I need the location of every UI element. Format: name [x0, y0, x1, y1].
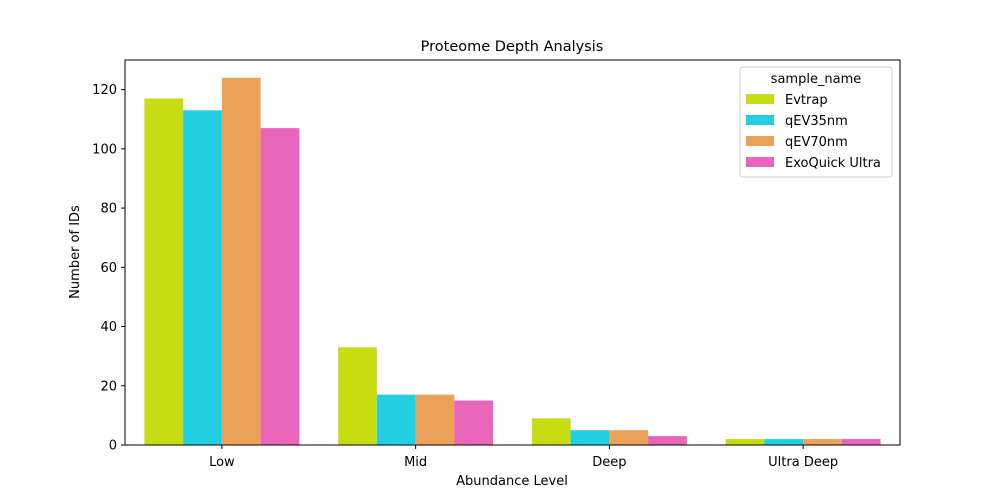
legend-label: Evtrap	[785, 93, 828, 108]
bar-ultra-deep-exoquick-ultra	[841, 439, 881, 445]
y-tick-label: 120	[92, 83, 117, 98]
y-tick-label: 0	[109, 439, 117, 454]
bar-low-evtrap	[144, 98, 184, 445]
legend: sample_name Evtrap qEV35nm qEV70nm ExoQuick…	[739, 66, 893, 178]
bar-low-qev35nm	[183, 110, 222, 445]
bar-deep-qev70nm	[609, 430, 649, 445]
y-tick-label: 60	[100, 261, 117, 276]
x-tick-label: Low	[209, 455, 235, 470]
x-tick-label: Mid	[404, 455, 427, 470]
bar-mid-evtrap	[338, 347, 377, 445]
chart-title: Proteome Depth Analysis	[421, 39, 604, 55]
x-axis: Low Mid Deep Ultra Deep	[209, 445, 838, 470]
y-axis-label: Number of IDs	[68, 205, 83, 299]
bar-ultra-deep-qev35nm	[764, 439, 804, 445]
x-tick-label: Deep	[592, 455, 626, 470]
legend-frame	[739, 66, 893, 178]
legend-swatch	[746, 94, 774, 104]
y-tick-label: 80	[100, 202, 117, 217]
legend-label: qEV35nm	[785, 114, 848, 129]
bar-mid-qev70nm	[415, 394, 455, 445]
legend-swatch	[746, 136, 774, 146]
legend-swatch	[746, 157, 774, 167]
legend-title: sample_name	[771, 72, 862, 87]
legend-swatch	[746, 115, 774, 125]
y-tick-label: 40	[100, 320, 117, 335]
x-tick-label: Ultra Deep	[768, 455, 838, 470]
bar-ultra-deep-qev70nm	[803, 439, 842, 445]
bar-ultra-deep-evtrap	[725, 439, 765, 445]
legend-entries: Evtrap qEV35nm qEV70nm ExoQuick Ultra	[746, 93, 881, 171]
y-tick-label: 100	[92, 142, 117, 157]
legend-label: ExoQuick Ultra	[785, 156, 881, 171]
bar-mid-qev35nm	[376, 394, 416, 445]
x-axis-label: Abundance Level	[456, 474, 568, 489]
bar-low-exoquick-ultra	[260, 128, 300, 445]
bars-group	[144, 77, 881, 446]
bar-low-qev70nm	[221, 77, 261, 446]
y-tick-label: 20	[100, 379, 117, 394]
bar-deep-qev35nm	[570, 430, 610, 445]
bar-deep-evtrap	[531, 418, 571, 445]
y-axis: 0 20 40 60 80 100 120	[92, 83, 125, 454]
bar-deep-exoquick-ultra	[648, 436, 687, 445]
legend-label: qEV70nm	[785, 135, 848, 150]
plot-frame	[124, 59, 901, 446]
bar-mid-exoquick-ultra	[454, 400, 494, 445]
